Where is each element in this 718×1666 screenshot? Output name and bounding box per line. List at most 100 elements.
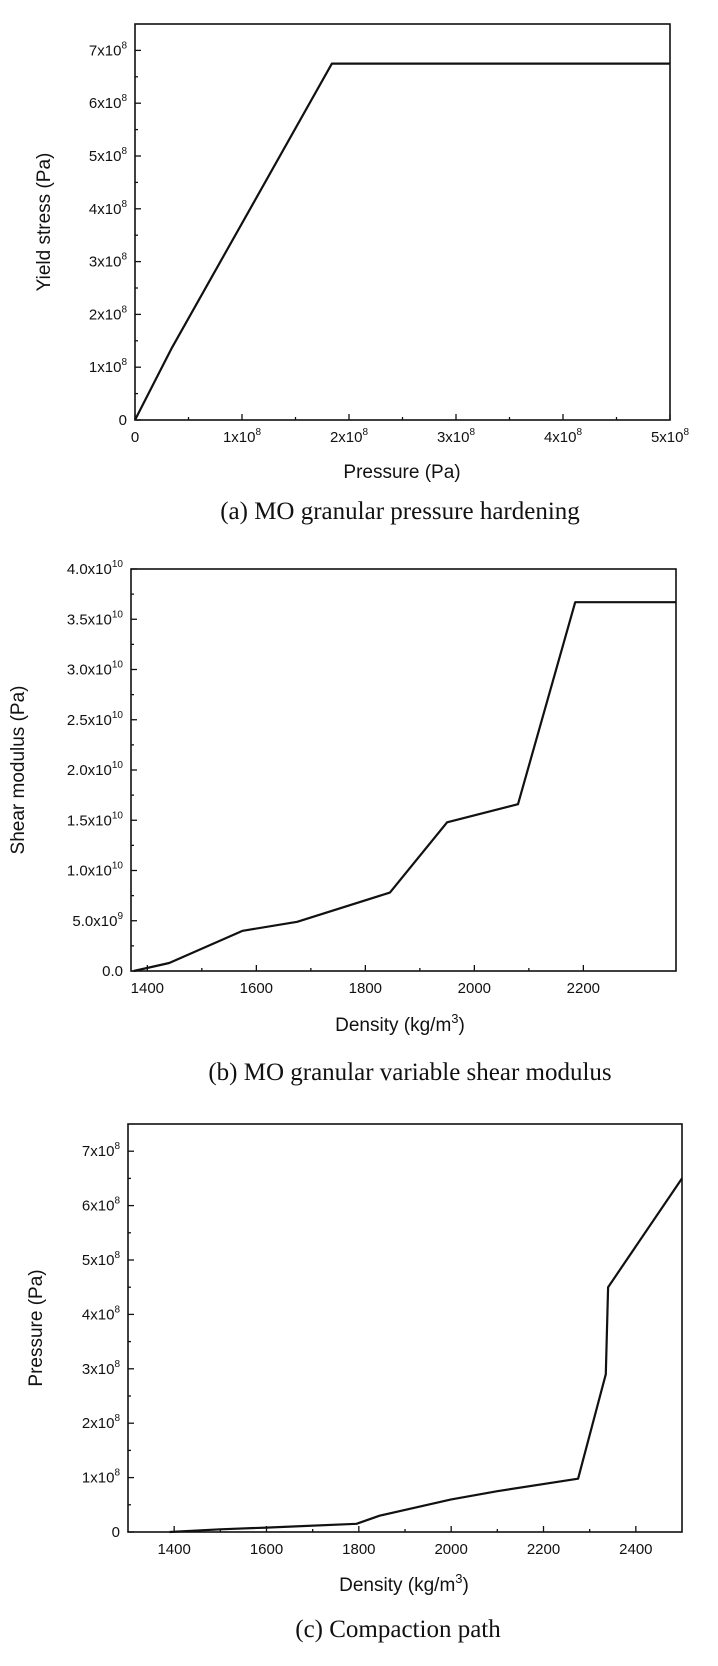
tick-exponent: 8 <box>114 1141 120 1152</box>
x-axis-title-end: ) <box>463 1575 469 1596</box>
tick-mantissa: 2200 <box>527 1541 560 1558</box>
y-tick-label: 7x108 <box>82 1141 121 1160</box>
tick-mantissa: 0.0 <box>102 963 123 980</box>
tick-mantissa: 7x10 <box>82 1143 115 1160</box>
plot-frame <box>127 1123 683 1533</box>
series-line <box>134 62 670 421</box>
plot-frame <box>130 568 677 972</box>
tick-mantissa: 4x10 <box>82 1306 115 1323</box>
tick-exponent: 10 <box>112 660 124 671</box>
x-axis-ticks: 0 1x108 2x108 3x108 4x108 5x108 <box>131 414 689 446</box>
tick-exponent: 8 <box>121 357 127 368</box>
y-tick-label: 3.0x1010 <box>67 660 124 679</box>
y-tick-label: 5x108 <box>82 1250 121 1269</box>
y-axis-ticks: 0.05.0x1091.0x10101.5x10102.0x10102.5x10… <box>67 559 137 980</box>
tick-mantissa: 1800 <box>349 980 382 997</box>
tick-mantissa: 6x10 <box>82 1198 115 1215</box>
x-tick-label: 1x108 <box>223 427 262 446</box>
tick-mantissa: 2x10 <box>330 429 363 446</box>
y-tick-label: 1x108 <box>82 1468 121 1487</box>
tick-mantissa: 0 <box>119 412 127 429</box>
x-tick-label: 1400 <box>157 1541 190 1558</box>
y-tick-label: 6x108 <box>89 93 128 112</box>
tick-exponent: 10 <box>112 559 124 570</box>
tick-exponent: 9 <box>117 911 123 922</box>
tick-exponent: 10 <box>112 861 124 872</box>
tick-exponent: 8 <box>576 427 582 438</box>
x-tick-label: 1400 <box>131 980 164 997</box>
y-tick-label: 4.0x1010 <box>67 559 124 578</box>
x-tick-label: 3x108 <box>437 427 476 446</box>
x-tick-label: 1800 <box>349 980 382 997</box>
tick-mantissa: 3x10 <box>82 1361 115 1378</box>
y-tick-label: 1.5x1010 <box>67 810 124 829</box>
tick-mantissa: 5x10 <box>89 148 122 165</box>
tick-exponent: 8 <box>121 304 127 315</box>
tick-mantissa: 1800 <box>342 1541 375 1558</box>
plot-frame <box>134 23 671 421</box>
y-tick-label: 2.0x1010 <box>67 760 124 779</box>
y-tick-label: 6x108 <box>82 1196 121 1215</box>
tick-mantissa: 1.0x10 <box>67 863 112 880</box>
tick-exponent: 8 <box>683 427 689 438</box>
tick-mantissa: 1x10 <box>89 359 122 376</box>
tick-mantissa: 0 <box>131 429 139 446</box>
tick-mantissa: 3x10 <box>437 429 470 446</box>
tick-mantissa: 2400 <box>619 1541 652 1558</box>
y-axis-title: Yield stress (Pa) <box>34 153 55 292</box>
series-line <box>169 1177 683 1534</box>
tick-mantissa: 1600 <box>250 1541 283 1558</box>
panel-b: 1400 1600 1800 2000 2200 0.05.0x1091.0x10101… <box>8 559 677 1086</box>
tick-mantissa: 2.5x10 <box>67 712 112 729</box>
tick-exponent: 8 <box>121 93 127 104</box>
tick-mantissa: 2x10 <box>89 306 122 323</box>
tick-exponent: 10 <box>112 710 124 721</box>
tick-mantissa: 3.5x10 <box>67 611 112 628</box>
tick-mantissa: 1x10 <box>223 429 256 446</box>
y-tick-label: 0 <box>119 412 127 429</box>
tick-mantissa: 2.0x10 <box>67 762 112 779</box>
y-tick-label: 2x108 <box>89 304 128 323</box>
x-axis-ticks: 1400 1600 1800 2000 2200 <box>131 965 600 997</box>
tick-mantissa: 6x10 <box>89 95 122 112</box>
tick-mantissa: 3.0x10 <box>67 662 112 679</box>
tick-mantissa: 2200 <box>567 980 600 997</box>
tick-exponent: 10 <box>112 760 124 771</box>
tick-exponent: 10 <box>112 810 124 821</box>
tick-mantissa: 5.0x10 <box>72 913 117 930</box>
tick-mantissa: 5x10 <box>82 1252 115 1269</box>
x-axis-title-sup: 3 <box>451 1011 458 1026</box>
tick-exponent: 8 <box>469 427 475 438</box>
y-tick-label: 0.0 <box>102 963 123 980</box>
tick-mantissa: 1400 <box>131 980 164 997</box>
x-tick-label: 2200 <box>567 980 600 997</box>
caption: (b) MO granular variable shear modulus <box>208 1059 611 1086</box>
y-tick-label: 1.0x1010 <box>67 861 124 880</box>
x-axis-title-sup: 3 <box>455 1571 462 1586</box>
x-tick-label: 2x108 <box>330 427 369 446</box>
tick-exponent: 8 <box>114 1304 120 1315</box>
tick-mantissa: 3x10 <box>89 254 122 271</box>
tick-exponent: 8 <box>114 1413 120 1424</box>
tick-exponent: 8 <box>121 146 127 157</box>
y-tick-label: 3x108 <box>89 252 128 271</box>
tick-exponent: 8 <box>362 427 368 438</box>
panel-a: 0 1x108 2x108 3x108 4x108 5x108 01x1082x1083x… <box>34 23 689 525</box>
x-axis-ticks: 1400 1600 1800 2000 2200 2400 <box>157 1526 653 1558</box>
x-tick-label: 2000 <box>458 980 491 997</box>
caption: (c) Compaction path <box>295 1616 501 1643</box>
x-tick-label: 2000 <box>434 1541 467 1558</box>
tick-exponent: 8 <box>114 1468 120 1479</box>
tick-mantissa: 1600 <box>240 980 273 997</box>
tick-exponent: 8 <box>114 1196 120 1207</box>
tick-mantissa: 1.5x10 <box>67 812 112 829</box>
panel-c: 1400 1600 1800 2000 2200 2400 01x1082x1083x10… <box>26 1123 683 1643</box>
tick-mantissa: 4x10 <box>89 201 122 218</box>
y-tick-label: 4x108 <box>82 1304 121 1323</box>
tick-mantissa: 5x10 <box>651 429 684 446</box>
caption: (a) MO granular pressure hardening <box>220 498 580 525</box>
tick-mantissa: 1x10 <box>82 1470 115 1487</box>
x-tick-label: 2400 <box>619 1541 652 1558</box>
